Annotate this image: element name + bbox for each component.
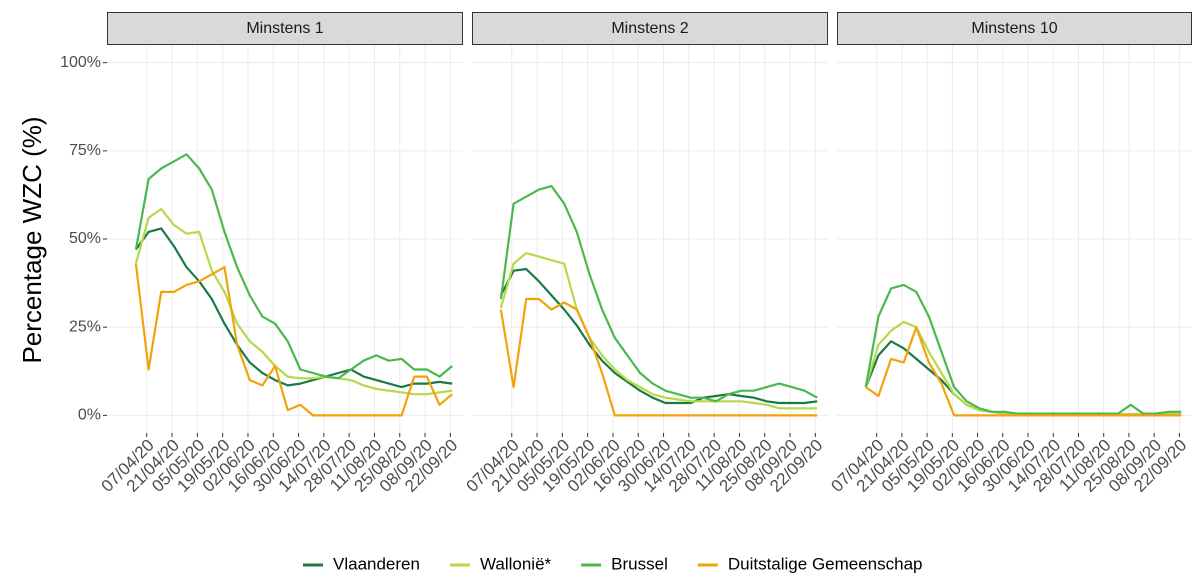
strip-title: Minstens 1 (246, 20, 323, 37)
series-line (135, 227, 453, 389)
strip (107, 12, 463, 45)
series-line (134, 207, 453, 396)
series-line (134, 263, 453, 417)
series-line (499, 297, 818, 417)
series-line (499, 185, 818, 403)
y-tick-label: 0% (78, 407, 101, 424)
y-tick-label: 50% (69, 230, 101, 247)
legend-label: Wallonië* (480, 554, 552, 573)
legend-label: Brussel (611, 554, 668, 573)
strip (472, 12, 828, 45)
series-line (134, 153, 453, 380)
y-tick-label: 75% (69, 142, 101, 159)
legend: Vlaanderen Wallonië* Brussel Duitstalige Ge… (303, 554, 923, 573)
series-line (864, 340, 1182, 416)
series-line (864, 283, 1182, 415)
y-tick-label: 25% (69, 318, 101, 335)
series-line (865, 326, 1182, 417)
series-line (499, 252, 818, 410)
legend-label: Duitstalige Gemeenschap (728, 554, 923, 573)
y-axis-title: Percentage WZC (%) (17, 116, 47, 363)
series-line (499, 267, 818, 405)
y-tick-label: 100% (60, 54, 101, 71)
strip-title: Minstens 10 (971, 20, 1057, 37)
legend-label: Vlaanderen (333, 554, 420, 573)
strip-title: Minstens 2 (611, 20, 688, 37)
